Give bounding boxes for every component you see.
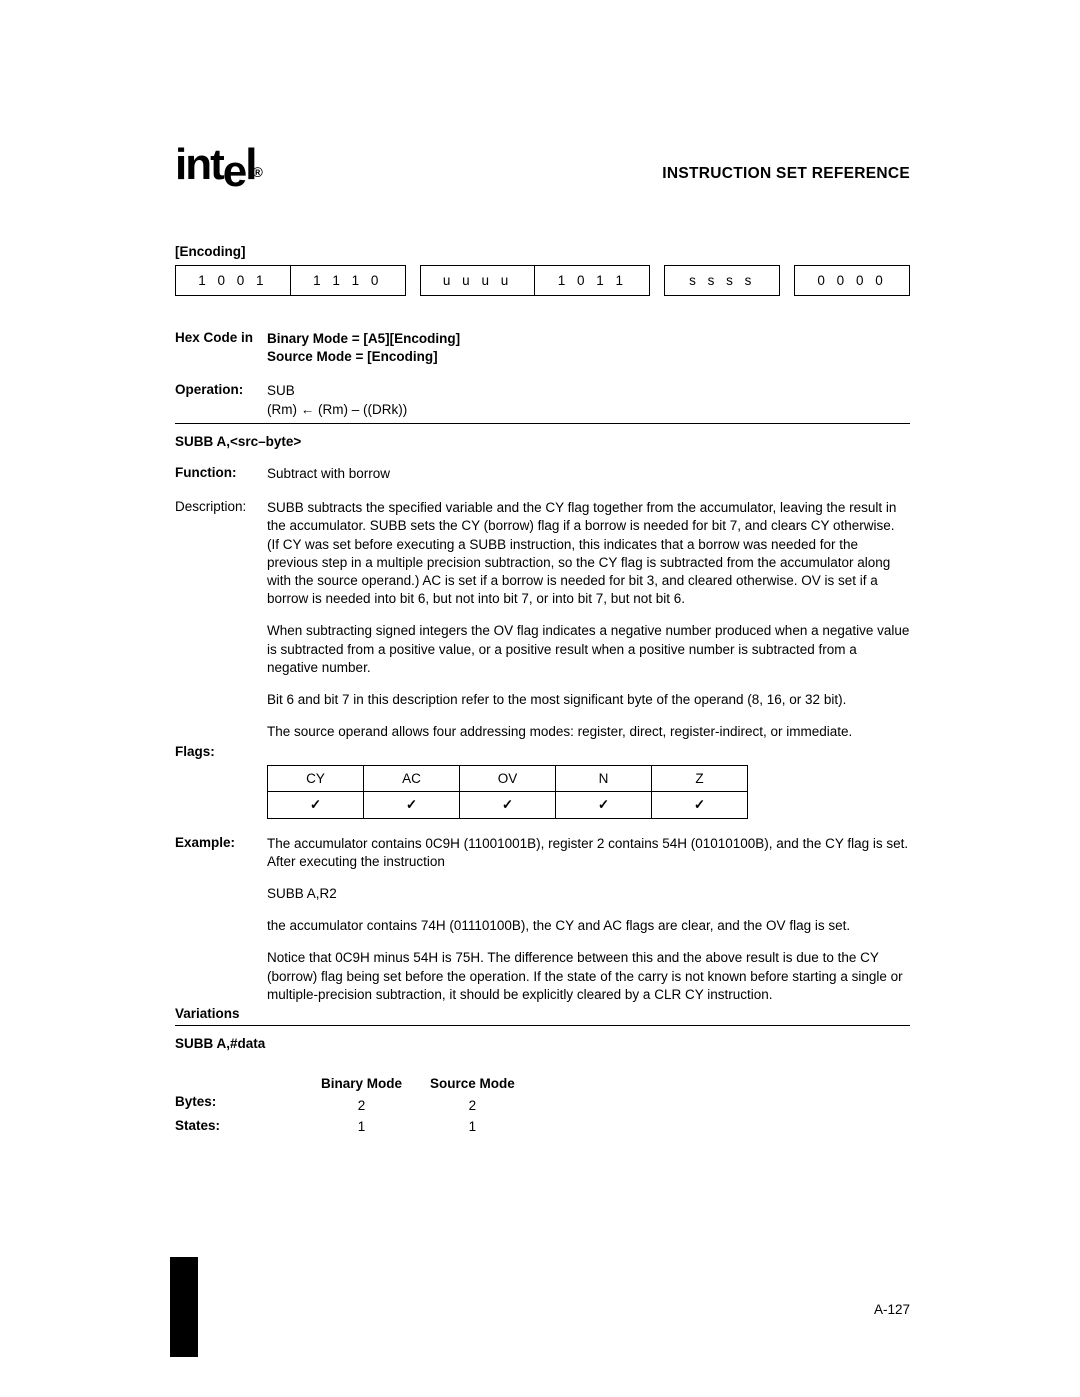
operation-line1: SUB <box>267 382 910 400</box>
flag-value-3: ✓ <box>556 791 652 818</box>
modes-table: Binary Mode Source Mode 2 2 1 1 <box>307 1073 529 1137</box>
flag-value-2: ✓ <box>460 791 556 818</box>
states-label: States: <box>175 1113 267 1137</box>
flag-header-1: AC <box>364 765 460 791</box>
variations-label: Variations <box>175 1006 267 1021</box>
hexcode-line1: Binary Mode = [A5][Encoding] <box>267 330 910 348</box>
encoding-cell-2: u u u u <box>420 266 535 296</box>
flag-header-2: OV <box>460 765 556 791</box>
bytes-binary: 2 <box>307 1094 416 1115</box>
page-header: INSTRUCTION SET REFERENCE <box>662 165 910 183</box>
encoding-label: [Encoding] <box>175 244 910 259</box>
encoding-cell-3: 1 0 1 1 <box>535 266 650 296</box>
flag-header-0: CY <box>268 765 364 791</box>
modes-col-0: Binary Mode <box>307 1073 416 1094</box>
section-marker <box>170 1257 198 1357</box>
subb-header: SUBB A,<src–byte> <box>175 434 910 449</box>
function-label: Function: <box>175 465 267 483</box>
flag-value-4: ✓ <box>652 791 748 818</box>
example-p3: Notice that 0C9H minus 54H is 75H. The d… <box>267 949 910 1004</box>
bytes-source: 2 <box>416 1094 529 1115</box>
modes-col-1: Source Mode <box>416 1073 529 1094</box>
page-number: A-127 <box>874 1302 910 1317</box>
hexcode-label: Hex Code in <box>175 330 267 366</box>
variations-sub: SUBB A,#data <box>175 1036 910 1051</box>
example-code: SUBB A,R2 <box>267 885 910 903</box>
description-p1: SUBB subtracts the specified variable an… <box>267 499 910 608</box>
flags-table: CY AC OV N Z ✓ ✓ ✓ ✓ ✓ <box>267 765 748 819</box>
encoding-cell-4: s s s s <box>665 266 780 296</box>
encoding-cell-0: 1 0 0 1 <box>176 266 291 296</box>
description-p4: The source operand allows four addressin… <box>267 723 910 741</box>
bytes-label: Bytes: <box>175 1089 267 1113</box>
flag-header-3: N <box>556 765 652 791</box>
flag-header-4: Z <box>652 765 748 791</box>
example-label: Example: <box>175 835 267 1005</box>
encoding-cell-5: 0 0 0 0 <box>795 266 910 296</box>
encoding-table: 1 0 0 1 1 1 1 0 u u u u 1 0 1 1 s s s s … <box>175 265 910 296</box>
example-p1: The accumulator contains 0C9H (11001001B… <box>267 835 910 871</box>
flags-label: Flags: <box>175 744 267 759</box>
hexcode-line2: Source Mode = [Encoding] <box>267 348 910 366</box>
states-binary: 1 <box>307 1116 416 1137</box>
description-label: Description: <box>175 499 267 741</box>
encoding-cell-1: 1 1 1 0 <box>290 266 405 296</box>
description-p2: When subtracting signed integers the OV … <box>267 622 910 677</box>
operation-line2: (Rm) ← (Rm) – ((DRk)) <box>267 401 910 419</box>
function-text: Subtract with borrow <box>267 465 910 483</box>
states-source: 1 <box>416 1116 529 1137</box>
description-p3: Bit 6 and bit 7 in this description refe… <box>267 691 910 709</box>
example-p2: the accumulator contains 74H (01110100B)… <box>267 917 910 935</box>
flag-value-1: ✓ <box>364 791 460 818</box>
logo: intel® <box>175 140 264 190</box>
flag-value-0: ✓ <box>268 791 364 818</box>
operation-label: Operation: <box>175 382 267 418</box>
